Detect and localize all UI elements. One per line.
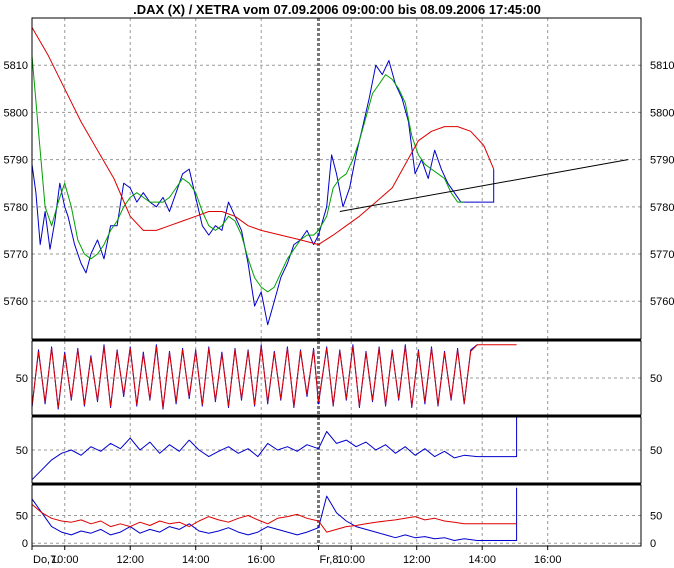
y-tick-label-left: 50 (16, 445, 28, 457)
y-tick-label-right: 5760 (650, 296, 674, 308)
y-tick-label-right: 5790 (650, 155, 674, 167)
x-tick-label: 12:00 (116, 554, 144, 566)
y-tick-label-right: 5810 (650, 60, 674, 72)
y-tick-label-left: 5780 (4, 202, 28, 214)
series-line-oscillator-3-1 (31, 504, 517, 533)
series-line-price-2 (31, 27, 495, 246)
y-tick-label-left: 5770 (4, 249, 28, 261)
series-line-oscillator-2-0 (31, 417, 518, 481)
panel-frame (31, 17, 642, 340)
y-tick-label-left: 50 (16, 511, 28, 523)
y-tick-label-left: 5810 (4, 60, 28, 72)
y-tick-label-left: 50 (16, 373, 28, 385)
series-line-oscillator-1-0 (31, 344, 478, 410)
x-tick-label: 10:00 (337, 554, 365, 566)
series-line-price-0 (31, 60, 495, 326)
series-line-oscillator-3-0 (31, 487, 518, 541)
y-tick-label-left: 5760 (4, 296, 28, 308)
y-tick-label-left: 5790 (4, 155, 28, 167)
y-tick-label-left: 0 (22, 538, 28, 550)
y-tick-label-right: 5770 (650, 249, 674, 261)
y-tick-label-right: 50 (650, 511, 662, 523)
x-tick-label: 10:00 (51, 554, 79, 566)
series-line-price-3 (339, 159, 628, 212)
x-tick-label: 16:00 (534, 554, 562, 566)
chart-title: .DAX (X) / XETRA vom 07.09.2006 09:00:00… (133, 2, 541, 17)
y-tick-label-right: 5780 (650, 202, 674, 214)
x-tick-label: Do,7. (33, 554, 59, 566)
panel-oscillator-3: 0 0 50 50 (16, 484, 662, 550)
x-tick-label: 16:00 (247, 554, 275, 566)
y-tick-label-right: 5800 (650, 107, 674, 119)
y-tick-label-right: 0 (650, 538, 656, 550)
y-tick-label-left: 5800 (4, 107, 28, 119)
panel-oscillator-2: 50 50 (16, 416, 662, 484)
series-line-oscillator-1-1 (31, 344, 517, 409)
panel-price: 5760 5760 5770 5770 5780 5780 5790 5790 5800 5800… (4, 17, 674, 340)
x-tick-label: 14:00 (182, 554, 210, 566)
y-tick-label-right: 50 (650, 445, 662, 457)
panel-oscillator-1: 50 50 (16, 340, 662, 416)
x-tick-label: Fr,8. (319, 554, 341, 566)
y-tick-label-right: 50 (650, 373, 662, 385)
x-tick-label: 14:00 (468, 554, 496, 566)
series-line-price-1 (31, 55, 465, 293)
x-tick-label: 12:00 (403, 554, 431, 566)
